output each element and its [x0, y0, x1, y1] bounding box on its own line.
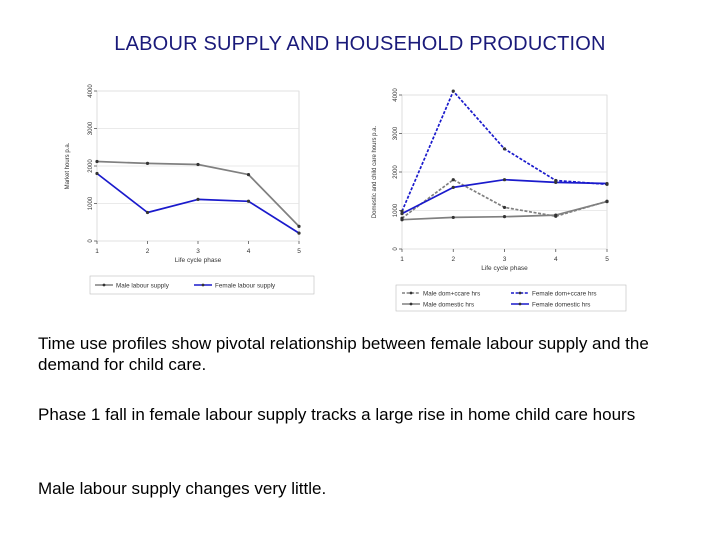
domestic-hours-series-female-dom-ccare-hrs-point [400, 209, 404, 213]
domestic-hours-legend-female-dom-ccare-hrs-label: Female dom+ccare hrs [532, 290, 597, 297]
domestic-hours-series-female-domestic-hrs-point [554, 180, 558, 184]
domestic-hours-series-female-domestic-hrs-point [605, 181, 609, 186]
domestic-hours-legend-box [395, 284, 627, 312]
domestic-hours-series-female-domestic-hrs-point [400, 211, 404, 216]
paragraph-phase-1: Phase 1 fall in female labour supply tra… [38, 405, 636, 424]
market-hours-x-tick-label: 2 [146, 248, 150, 255]
market-hours-chart-svg: 0 1000 2000 3000 4000 1 2 3 4 5 Life cycle phase Ma… [65, 84, 315, 295]
market-hours-y-tick-label: 0 [88, 239, 94, 243]
domestic-hours-series-male-domestic-hrs-point [502, 215, 507, 219]
domestic-hours-series-female-domestic-hrs-point [451, 185, 455, 189]
slide-title: LABOUR SUPPLY AND HOUSEHOLD PRODUCTION [114, 33, 606, 55]
domestic-hours-y-tick-label: 3000 [393, 126, 399, 140]
domestic-hours-x-tick-label: 2 [451, 256, 455, 263]
market-hours-series-male-labour-supply-point [297, 224, 301, 228]
domestic-hours-series-female-domestic-hrs-point [502, 178, 507, 182]
domestic-hours-y-tick-label: 2000 [393, 165, 399, 179]
market-hours-y-tick-label: 2000 [88, 159, 94, 173]
domestic-hours-legend-female-domestic-hrs-label: Female domestic hrs [532, 301, 590, 308]
domestic-hours-y-tick-label: 4000 [393, 88, 399, 102]
market-hours-x-tick-label: 3 [196, 248, 200, 255]
paragraph-time-use: Time use profiles show pivotal relations… [38, 334, 649, 374]
market-hours-x-tick-label: 1 [95, 248, 99, 255]
market-hours-y-axis-label: Market hours p.a. [65, 142, 71, 189]
market-hours-x-tick-label: 4 [247, 248, 251, 255]
domestic-hours-y-axis-label: Domestic and child care hours p.a. [372, 125, 378, 218]
domestic-hours-x-axis-label: Life cycle phase [481, 265, 528, 272]
market-hours-x-tick-label: 5 [297, 248, 301, 255]
market-hours-legend-female-labour-supply-label: Female labour supply [215, 282, 276, 289]
market-hours-series-female-labour-supply-point [95, 171, 99, 176]
market-hours-chart: 0 1000 2000 3000 4000 1 2 3 4 5 Life cycle phase Ma… [57, 68, 320, 300]
domestic-hours-series-male-domestic-hrs-point [554, 213, 558, 217]
domestic-hours-series-male-domestic-hrs-point [451, 215, 455, 220]
market-hours-series-male-labour-supply-point [246, 173, 251, 177]
market-hours-series-female-labour-supply-point [297, 231, 301, 235]
market-hours-legend-male-labour-supply-marker [102, 283, 106, 287]
domestic-hours-chart: 0 1000 2000 3000 4000 1 2 3 4 5 Life cycle phase Do… [366, 68, 630, 323]
market-hours-series-male-labour-supply-point [95, 159, 99, 164]
domestic-hours-legend-female-dom-ccare-hrs-marker [518, 291, 522, 295]
market-hours-y-tick-label: 4000 [88, 84, 94, 98]
domestic-hours-legend-male-dom-ccare-hrs-marker [409, 291, 413, 295]
market-hours-series-male-labour-supply-point [196, 162, 200, 167]
domestic-hours-legend-male-domestic-hrs-label: Male domestic hrs [423, 301, 474, 308]
domestic-hours-x-tick-label: 3 [503, 256, 507, 263]
domestic-hours-series-female-dom-ccare-hrs-point [451, 89, 455, 93]
market-hours-series-female-labour-supply-point [246, 199, 251, 203]
domestic-hours-x-tick-label: 1 [400, 256, 404, 263]
market-hours-series-female-labour-supply-point [196, 197, 200, 201]
paragraph-male-labour: Male labour supply changes very little. [38, 479, 327, 498]
domestic-hours-x-tick-label: 5 [605, 256, 609, 263]
market-hours-legend-female-labour-supply-marker [201, 283, 205, 287]
domestic-hours-y-tick-label: 1000 [393, 203, 399, 217]
market-hours-series-male-labour-supply-point [145, 161, 150, 165]
market-hours-x-axis-label: Life cycle phase [175, 257, 222, 264]
market-hours-series-female-labour-supply-point [145, 210, 150, 215]
domestic-hours-legend-male-domestic-hrs-marker [409, 302, 413, 306]
domestic-hours-legend-male-dom-ccare-hrs-label: Male dom+ccare hrs [423, 290, 480, 297]
domestic-hours-x-tick-label: 4 [554, 256, 558, 263]
domestic-hours-series-male-dom-ccare-hrs-point [502, 205, 507, 210]
market-hours-legend-male-labour-supply-label: Male labour supply [116, 282, 170, 289]
market-hours-y-tick-label: 3000 [88, 121, 94, 135]
domestic-hours-series-female-dom-ccare-hrs-point [502, 147, 507, 151]
domestic-hours-series-male-domestic-hrs-point [400, 218, 404, 222]
domestic-hours-legend-female-domestic-hrs-marker [518, 302, 522, 306]
domestic-hours-series-male-domestic-hrs-point [605, 200, 609, 204]
domestic-hours-series-male-dom-ccare-hrs-point [451, 178, 455, 182]
domestic-hours-chart-svg: 0 1000 2000 3000 4000 1 2 3 4 5 Life cycle phase Do… [372, 88, 627, 312]
market-hours-y-tick-label: 1000 [88, 196, 94, 210]
domestic-hours-y-tick-label: 0 [393, 247, 399, 251]
